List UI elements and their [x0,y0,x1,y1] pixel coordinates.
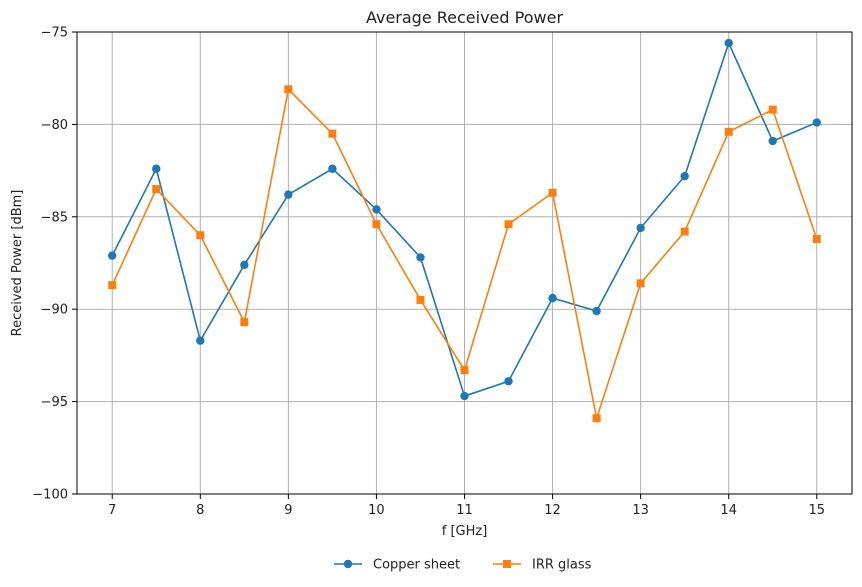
legend-label: IRR glass [532,558,592,573]
legend-item-irr-glass: IRR glass [493,558,592,573]
x-tick-label: 11 [456,503,473,518]
data-point [108,251,117,260]
chart-title: Average Received Power [366,8,563,27]
data-point [812,118,821,127]
data-point [284,190,293,199]
x-tick-label: 9 [284,503,292,518]
x-tick-label: 15 [808,503,825,518]
x-tick-label: 14 [720,503,737,518]
x-tick-label: 8 [196,503,204,518]
data-point [680,227,689,236]
data-point [768,105,777,114]
y-tick-label: −90 [41,303,68,318]
legend-label: Copper sheet [373,558,460,573]
data-point [196,231,205,240]
data-point [196,336,205,345]
x-tick-label: 10 [368,503,385,518]
data-point [460,391,469,401]
data-point [636,223,645,233]
y-tick-label: −75 [41,26,68,41]
data-point [504,377,513,386]
legend-marker [503,560,511,568]
series-copper-sheet [108,38,821,401]
legend-marker [343,559,353,569]
data-point [724,38,733,48]
x-tick-label: 7 [108,503,116,518]
x-axis-ticks: 7 8 9 10 11 12 13 14 15 [108,494,825,518]
data-point [152,185,161,194]
data-point [416,295,425,304]
legend: Copper sheet IRR glass [334,558,592,573]
x-tick-label: 13 [632,503,649,518]
y-tick-label: −100 [32,488,68,503]
data-point [372,220,381,229]
data-point [152,164,161,173]
data-point [328,129,337,138]
data-point [240,318,249,327]
y-axis-label: Received Power [dBm] [10,190,25,337]
y-axis-ticks: −100 −95 −90 −85 −80 −75 [32,26,77,503]
data-point [548,188,557,197]
x-tick-label: 12 [544,503,561,518]
data-point [460,366,469,375]
data-point [768,136,777,146]
series-irr-glass [108,85,821,423]
grid-lines [77,31,852,495]
data-point [548,293,557,303]
y-tick-label: −80 [41,118,68,133]
data-point [372,205,381,214]
data-point [416,253,425,262]
data-point [636,279,645,288]
y-tick-label: −85 [41,210,68,225]
data-point [504,220,513,229]
x-axis-label: f [GHz] [442,524,488,539]
legend-item-copper-sheet: Copper sheet [334,558,460,573]
data-point [240,260,249,270]
data-point [680,171,689,181]
data-point [724,127,733,136]
data-point [284,85,293,94]
data-point [812,234,821,243]
series-layer [108,38,821,423]
y-tick-label: −95 [41,395,68,410]
data-point [592,414,601,423]
data-point [328,164,337,173]
data-point [592,306,601,316]
data-point [108,281,117,290]
